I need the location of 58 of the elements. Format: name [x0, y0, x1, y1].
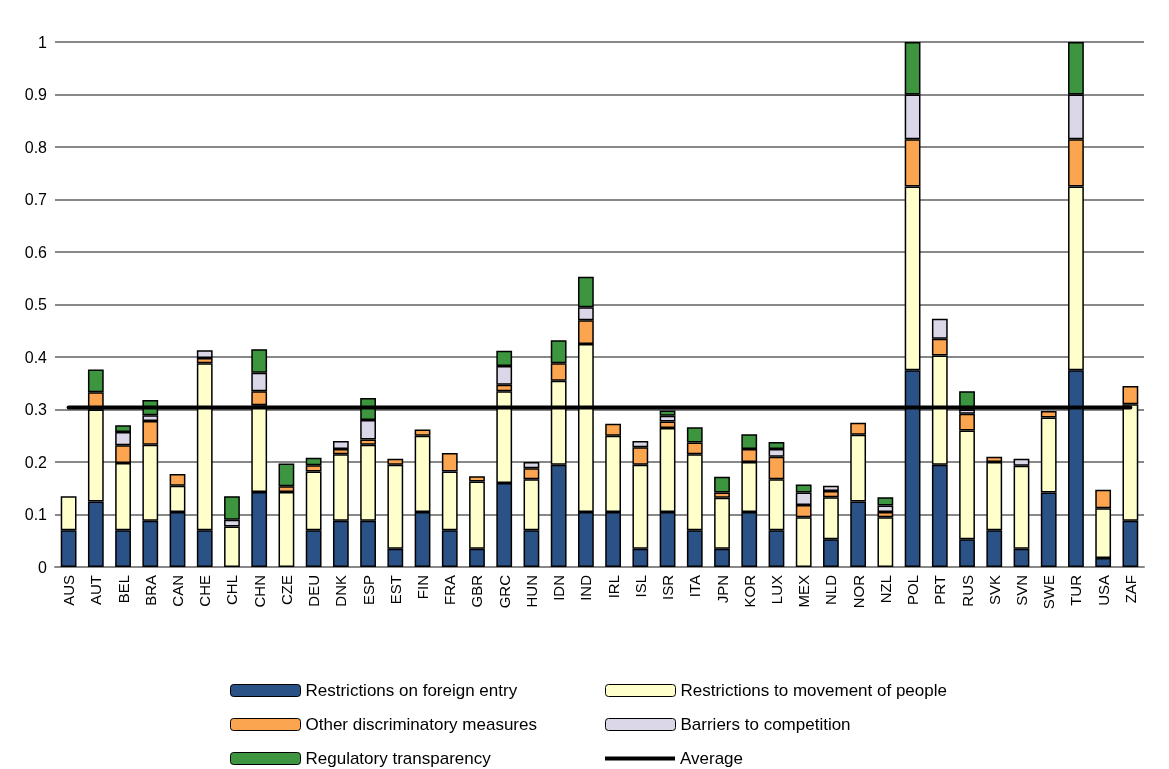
y-tick-label: 0 — [38, 558, 48, 576]
x-tick-label: SWE — [1040, 575, 1058, 610]
x-tick-label: BRA — [141, 575, 159, 606]
legend-label: Other discriminatory measures — [305, 715, 537, 734]
x-tick-label: CHE — [196, 575, 214, 607]
x-tick-label: ISR — [659, 574, 677, 601]
x-tick-label: POL — [904, 575, 922, 606]
x-tick-label: USA — [1094, 575, 1112, 606]
y-tick-label: 1 — [38, 33, 48, 51]
x-tick-label: RUS — [958, 575, 976, 607]
bar — [196, 350, 213, 359]
x-tick-label: KOR — [740, 574, 758, 608]
x-tick-label: CHL — [223, 575, 241, 606]
x-tick-label: SVK — [985, 575, 1003, 606]
x-tick-label: DEU — [305, 575, 323, 607]
x-tick-label: ITA — [686, 575, 704, 598]
x-tick-label: NOR — [849, 574, 867, 609]
x-tick-label: IDN — [550, 575, 568, 601]
x-tick-label: IND — [577, 574, 595, 601]
x-tick-label: DNK — [332, 575, 350, 607]
y-tick-label: 0.9 — [24, 86, 48, 103]
legend-label: Restrictions on foreign entry — [305, 681, 518, 700]
x-tick-label: NLD — [822, 574, 840, 606]
y-tick-label: 0.7 — [24, 191, 48, 208]
y-tick-label: 0.3 — [24, 401, 48, 418]
x-tick-label: MEX — [795, 575, 813, 608]
x-tick-label: PRT — [931, 575, 949, 605]
legend-label: Restrictions to movement of people — [680, 681, 947, 700]
legend-label: Regulatory transparency — [305, 749, 492, 768]
x-tick-label: TUR — [1067, 574, 1085, 606]
x-tick-label: AUT — [87, 575, 105, 605]
x-tick-label: ISL — [631, 575, 649, 598]
x-tick-label: BEL — [114, 575, 132, 604]
y-tick-label: 0.1 — [24, 506, 48, 523]
x-tick-label: CHN — [250, 575, 268, 608]
x-tick-label: FIN — [414, 575, 432, 600]
x-tick-label: EST — [386, 575, 404, 605]
x-tick-label: ZAF — [1121, 575, 1139, 604]
legend-label: Barriers to competition — [680, 715, 851, 734]
x-tick-label: CAN — [169, 575, 187, 607]
x-tick-label: FRA — [441, 575, 459, 605]
x-tick-label: GBR — [468, 574, 486, 608]
legend-label: Average — [680, 749, 744, 768]
x-tick-label: ESP — [359, 575, 377, 606]
y-tick-label: 0.8 — [24, 138, 48, 156]
x-tick-label: JPN — [713, 575, 731, 604]
x-tick-label: AUS — [60, 575, 78, 606]
x-tick-label: CZE — [277, 575, 295, 605]
x-tick-label: NZL — [876, 575, 894, 604]
y-tick-label: 0.2 — [24, 453, 48, 471]
x-tick-label: SVN — [1012, 575, 1030, 606]
y-tick-label: 0.4 — [24, 348, 48, 366]
x-tick-label: GRC — [495, 574, 513, 609]
y-tick-label: 0.5 — [24, 296, 48, 313]
x-tick-label: LUX — [767, 575, 785, 605]
x-tick-label: HUN — [522, 575, 540, 608]
y-tick-label: 0.6 — [24, 243, 48, 261]
x-tick-label: IRL — [604, 575, 622, 599]
